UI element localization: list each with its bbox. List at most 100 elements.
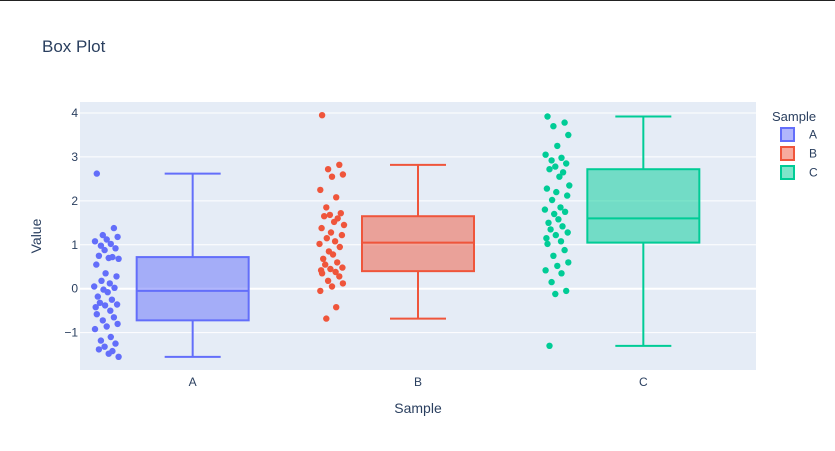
data-point[interactable] [326,211,334,219]
data-point[interactable] [114,320,121,328]
data-point[interactable] [546,166,553,173]
data-point[interactable] [550,252,557,259]
data-point[interactable] [336,243,343,251]
data-point[interactable] [566,182,573,189]
data-point[interactable] [318,224,325,232]
data-point[interactable] [330,218,338,226]
data-point[interactable] [561,119,568,126]
data-point[interactable] [547,226,554,233]
data-point[interactable] [552,231,559,239]
legend-item[interactable]: A [780,127,817,142]
box-trace[interactable] [586,115,701,347]
data-point[interactable] [340,221,348,229]
data-point[interactable] [558,154,565,161]
data-point[interactable] [563,160,570,167]
data-point[interactable] [546,342,553,349]
data-point[interactable] [559,223,566,230]
data-point[interactable] [554,142,561,150]
data-point[interactable] [105,350,112,357]
data-point[interactable] [565,131,572,139]
data-point[interactable] [552,163,559,170]
data-point[interactable] [336,273,343,280]
data-point[interactable] [339,280,347,287]
data-point[interactable] [101,246,108,254]
data-point[interactable] [339,264,346,271]
data-point[interactable] [328,173,336,180]
data-point[interactable] [338,231,346,239]
data-point[interactable] [110,224,118,232]
data-point[interactable] [323,235,330,242]
data-point[interactable] [329,251,337,258]
data-point[interactable] [318,270,326,277]
data-point[interactable] [327,229,335,236]
data-point[interactable] [98,277,105,284]
data-point[interactable] [115,255,122,262]
data-point[interactable] [321,213,328,220]
data-point[interactable] [555,216,562,223]
data-point[interactable] [91,238,99,245]
data-point[interactable] [99,317,107,324]
data-point[interactable] [97,242,105,249]
box-trace[interactable] [361,163,475,320]
data-point[interactable] [545,219,552,226]
data-point[interactable] [559,169,567,176]
data-point[interactable] [323,204,330,211]
data-point[interactable] [543,185,551,192]
data-point[interactable] [556,173,563,180]
data-point[interactable] [544,113,551,120]
data-point[interactable] [91,325,99,333]
data-point[interactable] [331,238,339,245]
data-point[interactable] [323,315,330,322]
data-point[interactable] [542,267,549,274]
data-point[interactable] [107,240,115,248]
data-point[interactable] [93,261,100,268]
data-point[interactable] [95,346,103,353]
data-point[interactable] [544,240,551,248]
data-point[interactable] [95,252,103,259]
data-point[interactable] [96,299,104,306]
data-point[interactable] [99,231,107,239]
data-point[interactable] [542,151,549,158]
data-point[interactable] [93,311,101,318]
data-point[interactable] [316,240,323,248]
data-point[interactable] [113,273,120,280]
legend-item[interactable]: B [780,146,817,161]
data-point[interactable] [102,270,109,277]
data-point[interactable] [332,268,339,276]
data-point[interactable] [101,343,108,350]
data-point[interactable] [322,261,329,268]
data-point[interactable] [564,192,571,199]
data-point[interactable] [557,204,564,211]
data-point[interactable] [339,171,347,178]
data-point[interactable] [93,170,101,177]
data-point[interactable] [557,238,565,245]
data-point[interactable] [104,289,111,296]
data-point[interactable] [115,353,122,360]
data-point[interactable] [317,287,324,295]
data-point[interactable] [324,166,332,173]
data-point[interactable] [554,262,561,270]
data-point[interactable] [101,302,109,309]
data-point[interactable] [552,290,559,298]
box-trace[interactable] [135,172,250,358]
data-point[interactable] [112,245,119,252]
data-point[interactable] [333,194,340,201]
data-point[interactable] [333,304,340,311]
data-point[interactable] [318,112,326,119]
data-point[interactable] [563,287,570,295]
data-point[interactable] [107,307,114,314]
data-point[interactable] [543,235,550,242]
data-point[interactable] [324,277,332,284]
data-point[interactable] [564,229,571,236]
legend-item[interactable]: C [780,165,818,180]
data-point[interactable] [91,283,98,290]
data-point[interactable] [337,210,344,217]
data-point[interactable] [548,278,555,286]
data-point[interactable] [541,206,549,213]
data-point[interactable] [110,314,118,321]
data-point[interactable] [561,246,568,254]
data-point[interactable] [334,259,341,266]
data-point[interactable] [548,157,555,164]
data-point[interactable] [550,123,557,130]
data-point[interactable] [328,283,336,290]
